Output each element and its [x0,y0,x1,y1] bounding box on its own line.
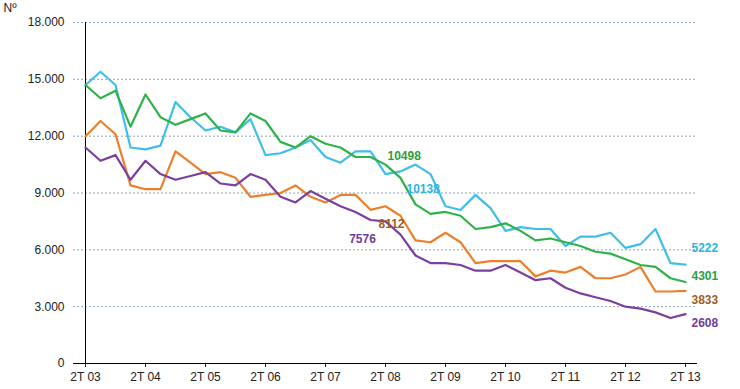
svg-text:3833: 3833 [692,293,719,307]
svg-text:3.000: 3.000 [34,300,64,314]
svg-text:7576: 7576 [349,232,376,246]
svg-text:15.000: 15.000 [28,72,65,86]
svg-text:2608: 2608 [692,316,719,330]
svg-text:9.000: 9.000 [34,186,64,200]
svg-text:12.000: 12.000 [28,129,65,143]
svg-text:2T 08: 2T 08 [370,370,401,384]
svg-text:10498: 10498 [388,149,422,163]
svg-text:8112: 8112 [379,217,405,231]
svg-text:4301: 4301 [692,269,719,283]
svg-text:2T 06: 2T 06 [250,370,281,384]
svg-text:0: 0 [58,356,65,370]
svg-text:2T 12: 2T 12 [610,370,641,384]
svg-text:2T 05: 2T 05 [190,370,221,384]
svg-text:18.000: 18.000 [28,15,65,29]
svg-text:10138: 10138 [407,182,441,196]
svg-text:2T 03: 2T 03 [70,370,101,384]
svg-text:2T 10: 2T 10 [490,370,521,384]
svg-text:2T 11: 2T 11 [551,370,581,384]
svg-text:2T 13: 2T 13 [670,370,701,384]
svg-text:5222: 5222 [692,241,719,255]
svg-text:2T 09: 2T 09 [430,370,461,384]
svg-text:6.000: 6.000 [34,243,64,257]
svg-text:2T 07: 2T 07 [310,370,341,384]
svg-text:2T 04: 2T 04 [130,370,161,384]
svg-text:Nº: Nº [4,1,18,15]
